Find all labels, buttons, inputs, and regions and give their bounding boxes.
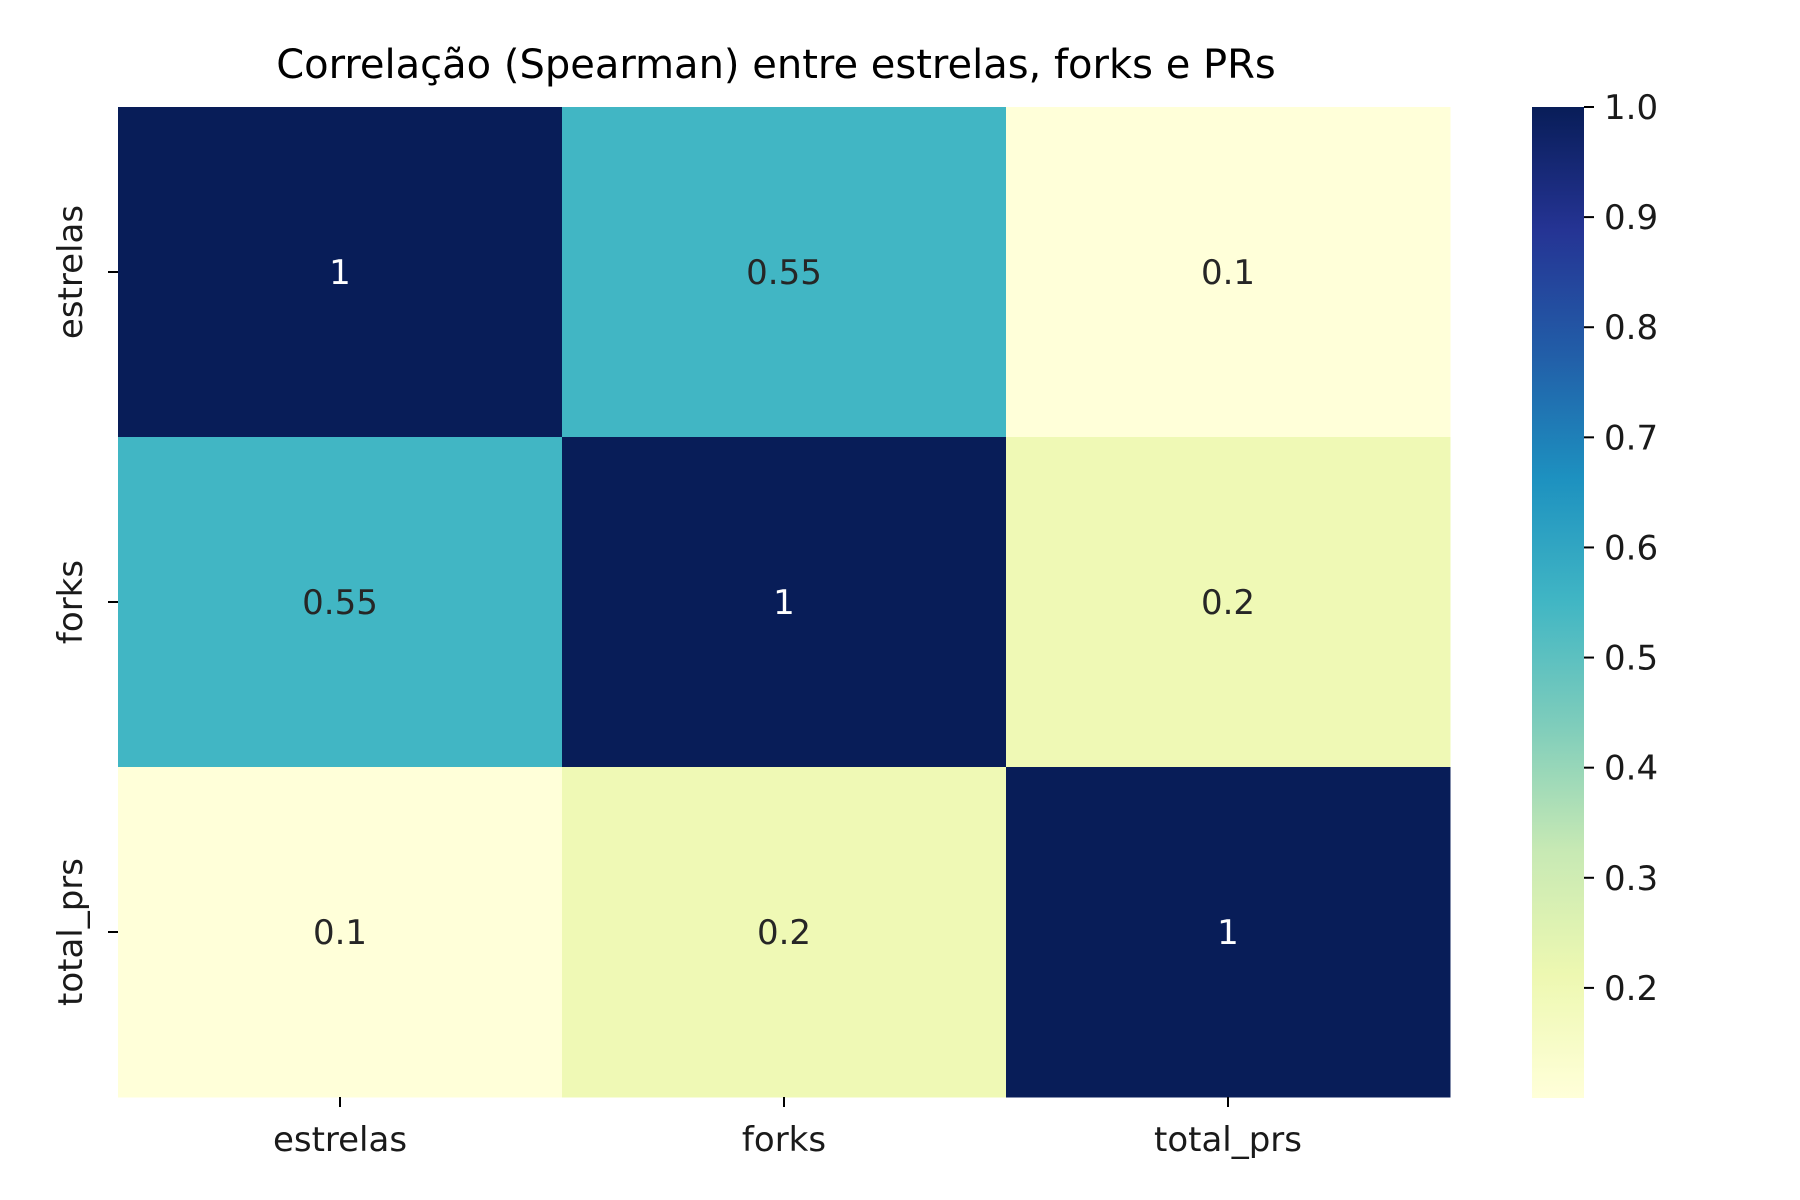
cell-value-label: 1 <box>329 253 351 293</box>
cell-value-label: 0.55 <box>746 253 822 293</box>
cell-value-label: 0.2 <box>757 913 811 953</box>
colorbar-tick-label: 0.5 <box>1604 639 1658 679</box>
cell-value-label: 0.1 <box>1201 253 1255 293</box>
x-tick-label: estrelas <box>273 1120 407 1160</box>
heatmap-cell-forks-forks <box>562 437 1007 768</box>
colorbar-tick-label: 0.7 <box>1604 418 1658 458</box>
colorbar-tick-label: 0.2 <box>1604 969 1658 1009</box>
x-tick-label: forks <box>742 1120 826 1160</box>
chart-title: Correlação (Spearman) entre estrelas, fo… <box>276 42 1276 88</box>
heatmap-cell-total_prs-total_prs <box>1006 767 1451 1098</box>
colorbar <box>1532 107 1584 1098</box>
colorbar-tick-label: 0.9 <box>1604 198 1658 238</box>
heatmap-cell-forks-estrelas <box>118 437 563 768</box>
cell-value-label: 0.1 <box>313 913 367 953</box>
heatmap-cell-total_prs-forks <box>562 767 1007 1098</box>
cell-value-label: 0.2 <box>1201 583 1255 623</box>
colorbar-ticks: 0.2 0.3 0.4 0.5 0.6 0.7 0.8 0.9 1.0 <box>1584 88 1658 1009</box>
y-axis: estrelas forks total_prs <box>51 205 118 1006</box>
cell-value-label: 0.55 <box>302 583 378 623</box>
y-tick-label: estrelas <box>51 205 91 339</box>
colorbar-tick-label: 0.8 <box>1604 308 1658 348</box>
heatmap-cell-estrelas-total_prs <box>1006 107 1451 438</box>
colorbar-tick-label: 0.3 <box>1604 859 1658 899</box>
heatmap-cells <box>118 107 1451 1098</box>
heatmap-cell-estrelas-forks <box>562 107 1007 438</box>
heatmap-cell-labels: 1 0.55 0.1 0.55 1 0.2 0.1 0.2 1 <box>302 253 1255 953</box>
x-axis: estrelas forks total_prs <box>273 1097 1302 1160</box>
x-tick-label: total_prs <box>1154 1120 1302 1160</box>
colorbar-tick-label: 1.0 <box>1604 88 1658 128</box>
heatmap-cell-total_prs-estrelas <box>118 767 563 1098</box>
y-tick-label: forks <box>51 560 91 644</box>
colorbar-tick-label: 0.4 <box>1604 749 1658 789</box>
cell-value-label: 1 <box>1217 913 1239 953</box>
heatmap-cell-forks-total_prs <box>1006 437 1451 768</box>
cell-value-label: 1 <box>773 583 795 623</box>
y-tick-label: total_prs <box>51 858 91 1006</box>
colorbar-tick-label: 0.6 <box>1604 528 1658 568</box>
heatmap-cell-estrelas-estrelas <box>118 107 563 438</box>
